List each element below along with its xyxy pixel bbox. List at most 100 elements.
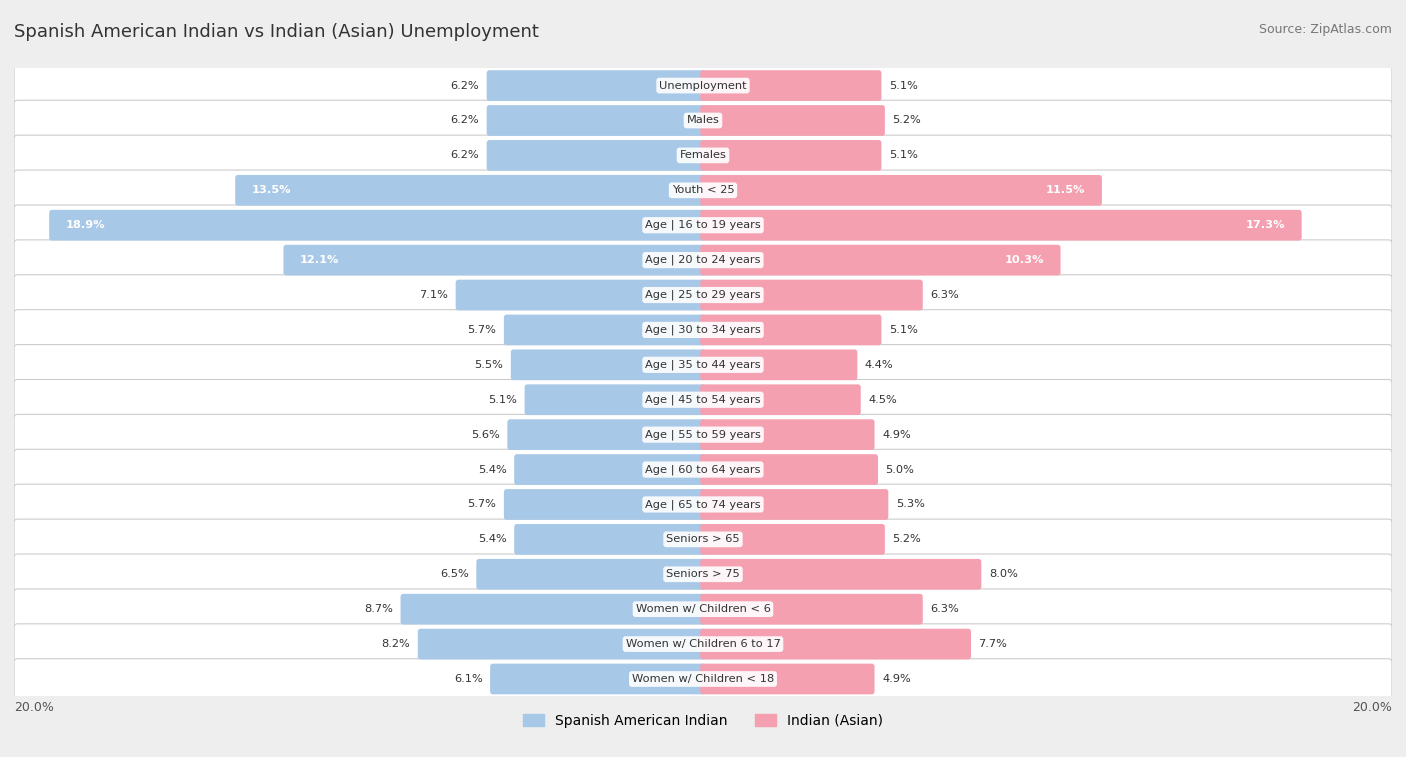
FancyBboxPatch shape	[14, 205, 1392, 245]
Text: 6.2%: 6.2%	[450, 80, 479, 91]
Text: 5.1%: 5.1%	[889, 151, 918, 160]
FancyBboxPatch shape	[14, 554, 1392, 594]
FancyBboxPatch shape	[235, 175, 706, 206]
FancyBboxPatch shape	[486, 140, 706, 171]
Text: 20.0%: 20.0%	[14, 701, 53, 714]
FancyBboxPatch shape	[486, 70, 706, 101]
Text: Youth < 25: Youth < 25	[672, 185, 734, 195]
Text: 6.3%: 6.3%	[931, 290, 959, 300]
FancyBboxPatch shape	[700, 559, 981, 590]
Text: Age | 65 to 74 years: Age | 65 to 74 years	[645, 499, 761, 509]
FancyBboxPatch shape	[14, 624, 1392, 665]
Text: 5.4%: 5.4%	[478, 534, 506, 544]
Text: Seniors > 75: Seniors > 75	[666, 569, 740, 579]
Text: Age | 20 to 24 years: Age | 20 to 24 years	[645, 255, 761, 266]
Text: Age | 35 to 44 years: Age | 35 to 44 years	[645, 360, 761, 370]
FancyBboxPatch shape	[14, 450, 1392, 490]
FancyBboxPatch shape	[700, 140, 882, 171]
Text: Age | 16 to 19 years: Age | 16 to 19 years	[645, 220, 761, 230]
FancyBboxPatch shape	[700, 419, 875, 450]
FancyBboxPatch shape	[700, 629, 972, 659]
Text: 5.7%: 5.7%	[467, 500, 496, 509]
Text: 11.5%: 11.5%	[1046, 185, 1085, 195]
FancyBboxPatch shape	[700, 385, 860, 415]
FancyBboxPatch shape	[700, 524, 884, 555]
Text: 6.5%: 6.5%	[440, 569, 468, 579]
Text: 5.4%: 5.4%	[478, 465, 506, 475]
Text: Women w/ Children 6 to 17: Women w/ Children 6 to 17	[626, 639, 780, 649]
Text: 6.3%: 6.3%	[931, 604, 959, 614]
Text: 6.2%: 6.2%	[450, 151, 479, 160]
FancyBboxPatch shape	[14, 414, 1392, 455]
FancyBboxPatch shape	[456, 279, 706, 310]
Text: 8.2%: 8.2%	[381, 639, 411, 649]
Text: 5.5%: 5.5%	[474, 360, 503, 370]
Text: 8.7%: 8.7%	[364, 604, 392, 614]
Text: 6.1%: 6.1%	[454, 674, 482, 684]
Text: 17.3%: 17.3%	[1246, 220, 1285, 230]
FancyBboxPatch shape	[14, 519, 1392, 559]
Text: Age | 25 to 29 years: Age | 25 to 29 years	[645, 290, 761, 301]
FancyBboxPatch shape	[700, 454, 877, 485]
Text: 4.9%: 4.9%	[882, 430, 911, 440]
FancyBboxPatch shape	[14, 100, 1392, 141]
Text: 4.9%: 4.9%	[882, 674, 911, 684]
Text: Females: Females	[679, 151, 727, 160]
Text: 4.4%: 4.4%	[865, 360, 894, 370]
Text: 5.2%: 5.2%	[893, 116, 921, 126]
Text: 20.0%: 20.0%	[1353, 701, 1392, 714]
FancyBboxPatch shape	[503, 315, 706, 345]
FancyBboxPatch shape	[508, 419, 706, 450]
FancyBboxPatch shape	[700, 210, 1302, 241]
Text: 7.7%: 7.7%	[979, 639, 1008, 649]
FancyBboxPatch shape	[491, 664, 706, 694]
FancyBboxPatch shape	[14, 310, 1392, 350]
Text: 5.3%: 5.3%	[896, 500, 925, 509]
Text: Women w/ Children < 6: Women w/ Children < 6	[636, 604, 770, 614]
FancyBboxPatch shape	[418, 629, 706, 659]
FancyBboxPatch shape	[700, 350, 858, 380]
FancyBboxPatch shape	[14, 136, 1392, 176]
Text: Age | 30 to 34 years: Age | 30 to 34 years	[645, 325, 761, 335]
FancyBboxPatch shape	[700, 175, 1102, 206]
Text: Age | 60 to 64 years: Age | 60 to 64 years	[645, 464, 761, 475]
Text: 18.9%: 18.9%	[66, 220, 105, 230]
Text: 13.5%: 13.5%	[252, 185, 291, 195]
FancyBboxPatch shape	[14, 170, 1392, 210]
Text: Women w/ Children < 18: Women w/ Children < 18	[631, 674, 775, 684]
FancyBboxPatch shape	[284, 245, 706, 276]
FancyBboxPatch shape	[700, 279, 922, 310]
FancyBboxPatch shape	[14, 589, 1392, 629]
Text: 5.0%: 5.0%	[886, 465, 914, 475]
Text: 5.7%: 5.7%	[467, 325, 496, 335]
Legend: Spanish American Indian, Indian (Asian): Spanish American Indian, Indian (Asian)	[517, 709, 889, 734]
FancyBboxPatch shape	[700, 315, 882, 345]
FancyBboxPatch shape	[49, 210, 706, 241]
FancyBboxPatch shape	[14, 659, 1392, 699]
Text: Unemployment: Unemployment	[659, 80, 747, 91]
Text: 5.1%: 5.1%	[488, 394, 517, 405]
Text: Age | 55 to 59 years: Age | 55 to 59 years	[645, 429, 761, 440]
Text: Seniors > 65: Seniors > 65	[666, 534, 740, 544]
FancyBboxPatch shape	[477, 559, 706, 590]
Text: 5.6%: 5.6%	[471, 430, 499, 440]
Text: Males: Males	[686, 116, 720, 126]
FancyBboxPatch shape	[486, 105, 706, 136]
FancyBboxPatch shape	[700, 489, 889, 520]
FancyBboxPatch shape	[503, 489, 706, 520]
Text: Source: ZipAtlas.com: Source: ZipAtlas.com	[1258, 23, 1392, 36]
Text: 4.5%: 4.5%	[869, 394, 897, 405]
FancyBboxPatch shape	[510, 350, 706, 380]
FancyBboxPatch shape	[515, 524, 706, 555]
FancyBboxPatch shape	[401, 593, 706, 625]
FancyBboxPatch shape	[700, 70, 882, 101]
Text: 5.2%: 5.2%	[893, 534, 921, 544]
FancyBboxPatch shape	[524, 385, 706, 415]
FancyBboxPatch shape	[700, 245, 1060, 276]
Text: 8.0%: 8.0%	[988, 569, 1018, 579]
FancyBboxPatch shape	[700, 105, 884, 136]
Text: 5.1%: 5.1%	[889, 80, 918, 91]
FancyBboxPatch shape	[14, 240, 1392, 280]
FancyBboxPatch shape	[14, 275, 1392, 315]
Text: 7.1%: 7.1%	[419, 290, 449, 300]
